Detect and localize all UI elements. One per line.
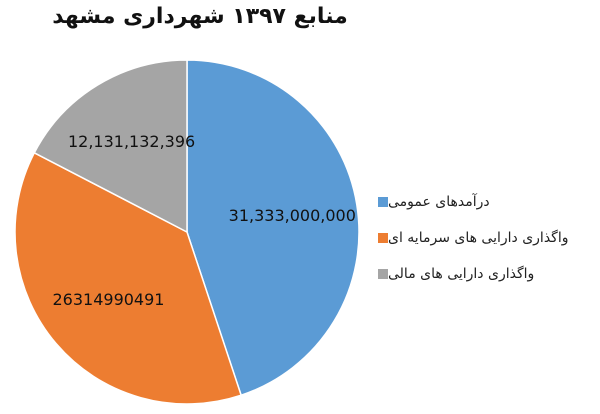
slice-value-label: 31,333,000,000	[229, 206, 356, 225]
slice-value-label: 12,131,132,396	[68, 132, 195, 151]
legend-label: درآمدهای عمومی	[388, 194, 490, 210]
legend-swatch	[378, 269, 388, 279]
legend: درآمدهای عمومی واگذاری دارایی های سرمایه…	[378, 190, 593, 298]
pie-slice	[186, 59, 360, 397]
legend-item: واگذاری دارایی های مالی	[378, 262, 593, 286]
chart-title: منابع ۱۳۹۷ شهرداری مشهد	[52, 4, 348, 29]
legend-item: واگذاری دارایی های سرمایه ای	[378, 226, 593, 250]
legend-label: واگذاری دارایی های سرمایه ای	[388, 230, 569, 246]
slice-value-label: 26314990491	[52, 290, 164, 309]
pie-slice	[33, 59, 188, 234]
legend-item: درآمدهای عمومی	[378, 190, 593, 214]
legend-swatch	[378, 197, 388, 207]
pie-slice	[14, 151, 243, 405]
legend-label: واگذاری دارایی های مالی	[388, 266, 535, 282]
legend-swatch	[378, 233, 388, 243]
